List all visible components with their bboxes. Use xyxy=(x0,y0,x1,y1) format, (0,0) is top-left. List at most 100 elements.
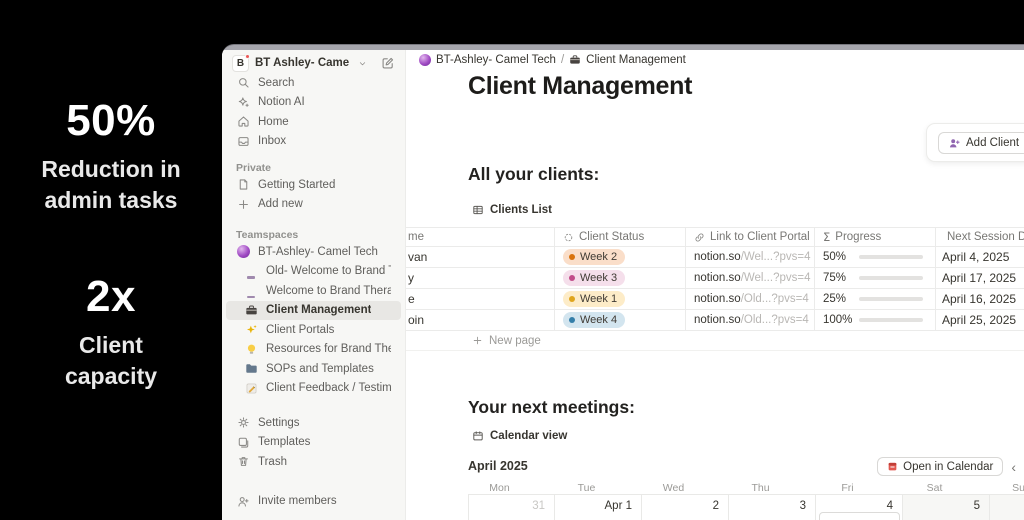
stat-client-capacity: 2x Client capacity xyxy=(0,272,222,392)
main-content: BT-Ashley- Camel Tech / Client Managemen… xyxy=(406,50,1024,520)
cell-next-session[interactable]: April 4, 2025 xyxy=(935,247,1024,267)
sidebar-item-trash[interactable]: Trash xyxy=(226,452,401,472)
cell-name[interactable]: van xyxy=(408,250,428,264)
calendar-cell-sat[interactable]: 5 xyxy=(903,495,990,520)
calendar-icon xyxy=(473,431,483,441)
sidebar-item-client-portals[interactable]: Client Portals xyxy=(226,320,401,340)
cell-status[interactable]: Week 3 xyxy=(554,268,685,288)
column-header-client-status[interactable]: Client Status xyxy=(554,228,685,246)
sidebar-item-resources[interactable]: Resources for Brand Therapy xyxy=(226,340,401,360)
calendar-cell-sun[interactable] xyxy=(990,495,1024,520)
badge-dot xyxy=(569,254,575,260)
stat-value: 50% xyxy=(66,96,156,145)
calendar-event[interactable] xyxy=(819,512,900,520)
calendar-cell-fri[interactable]: 4 xyxy=(816,495,903,520)
calendar-cell-wed[interactable]: 2 xyxy=(642,495,729,520)
calendar-cell-thu[interactable]: 3 xyxy=(729,495,816,520)
breadcrumb-workspace[interactable]: BT-Ashley- Camel Tech xyxy=(436,54,556,66)
workspace-sphere-icon xyxy=(419,54,431,66)
calendar-prev-button[interactable]: ‹ xyxy=(1011,458,1016,475)
calendar-view-tab[interactable]: Calendar view xyxy=(472,430,567,442)
cell-next-session[interactable]: April 16, 2025 xyxy=(935,289,1024,309)
day-header: Thu xyxy=(751,482,770,494)
status-badge: Week 3 xyxy=(563,270,626,286)
sidebar-item-sops-templates[interactable]: SOPs and Templates xyxy=(226,359,401,379)
table-header-row: me Client Status Link to Client Portal Σ… xyxy=(406,227,1024,247)
day-header: Fri xyxy=(841,482,854,494)
sidebar-item-client-feedback[interactable]: Client Feedback / Testimonials xyxy=(226,379,401,399)
crystal-ball-icon xyxy=(244,284,258,299)
sidebar-item-search[interactable]: Search xyxy=(226,73,401,93)
workspace-switcher[interactable]: B BT Ashley- Camel T... xyxy=(222,53,405,73)
new-page-button[interactable]: New page xyxy=(406,331,1024,351)
sidebar-item-label: Resources for Brand Therapy xyxy=(266,343,391,356)
search-icon xyxy=(236,76,250,90)
cell-next-session[interactable]: April 25, 2025 xyxy=(935,310,1024,330)
cell-status[interactable]: Week 2 xyxy=(554,247,685,267)
sidebar-item-add-new[interactable]: Add new xyxy=(226,195,401,215)
sidebar-item-label: Inbox xyxy=(258,135,287,148)
cell-progress[interactable]: 100% xyxy=(814,310,935,330)
progress-track xyxy=(859,297,923,301)
sidebar-item-settings[interactable]: Settings xyxy=(226,413,401,433)
add-client-button[interactable]: Add Client xyxy=(938,132,1024,154)
open-in-calendar-button[interactable]: Open in Calendar xyxy=(877,457,1004,476)
calendar-cell-tue[interactable]: Apr 1 xyxy=(555,495,642,520)
breadcrumb-page[interactable]: Client Management xyxy=(586,54,686,66)
table-row: y Week 3 notion.so/Wel...?pvs=4 75% Apri… xyxy=(406,268,1024,289)
workspace-initial: B xyxy=(236,57,245,69)
stat-label: Reduction in admin tasks xyxy=(41,156,181,213)
cell-progress[interactable]: 25% xyxy=(814,289,935,309)
cell-name[interactable]: e xyxy=(408,292,415,306)
plus-icon xyxy=(236,197,250,211)
sidebar-item-welcome[interactable]: Welcome to Brand Therapy, [clie... xyxy=(226,281,401,301)
cell-status[interactable]: Week 4 xyxy=(554,310,685,330)
calendar-day-headers: Mon Tue Wed Thu Fri Sat Sun xyxy=(468,482,1024,494)
status-spinner-icon xyxy=(564,233,573,241)
sidebar-item-old-welcome[interactable]: Old- Welcome to Brand Therapy,... xyxy=(226,262,401,282)
clients-list-view-tab[interactable]: Clients List xyxy=(472,204,552,216)
sidebar-item-home[interactable]: Home xyxy=(226,112,401,132)
sidebar-item-label: Notion AI xyxy=(258,96,305,109)
calendar-month-label: April 2025 xyxy=(468,459,528,473)
cell-name[interactable]: oin xyxy=(408,313,425,327)
sidebar-item-label: Client Feedback / Testimonials xyxy=(266,382,391,395)
sidebar-item-label: Home xyxy=(258,115,289,128)
sidebar-item-label: Invite members xyxy=(258,495,337,508)
calendar-cell-mon[interactable]: 31 xyxy=(468,495,555,520)
cell-link[interactable]: notion.so/Wel...?pvs=4 xyxy=(685,268,814,288)
cell-name[interactable]: y xyxy=(408,271,414,285)
column-header-next-session[interactable]: Next Session Dat xyxy=(935,228,1024,246)
progress-track xyxy=(859,318,923,322)
day-header: Tue xyxy=(577,482,596,494)
column-header-progress[interactable]: Σ Progress xyxy=(814,228,935,246)
sidebar-item-templates[interactable]: Templates xyxy=(226,433,401,453)
column-header-link[interactable]: Link to Client Portal xyxy=(685,228,814,246)
sidebar-item-invite-members[interactable]: Invite members xyxy=(226,492,401,512)
compose-icon[interactable] xyxy=(381,56,395,70)
sidebar-item-label: Search xyxy=(258,76,295,89)
cell-link[interactable]: notion.so/Old...?pvs=4 xyxy=(685,310,814,330)
sidebar-item-getting-started[interactable]: Getting Started xyxy=(226,175,401,195)
sidebar-item-inbox[interactable]: Inbox xyxy=(226,132,401,152)
status-badge: Week 2 xyxy=(563,249,626,265)
status-badge: Week 1 xyxy=(563,291,626,307)
cell-next-session[interactable]: April 17, 2025 xyxy=(935,268,1024,288)
sidebar-item-client-management[interactable]: Client Management xyxy=(226,300,401,320)
sparkles-yellow-icon xyxy=(244,323,258,337)
sidebar-item-notion-ai[interactable]: Notion AI xyxy=(226,93,401,113)
badge-dot xyxy=(569,296,575,302)
workspace-logo: B xyxy=(232,53,250,72)
sidebar-item-label: Client Portals xyxy=(266,323,335,336)
column-header-name[interactable]: me xyxy=(408,231,424,243)
crystal-ball-icon xyxy=(244,264,258,279)
cell-link[interactable]: notion.so/Old...?pvs=4 xyxy=(685,289,814,309)
sidebar-item-bt-ashley-camel-tech[interactable]: BT-Ashley- Camel Tech xyxy=(226,242,401,262)
cell-link[interactable]: notion.so/Wel...?pvs=4 xyxy=(685,247,814,267)
folder-icon xyxy=(244,362,258,376)
cell-status[interactable]: Week 1 xyxy=(554,289,685,309)
sidebar-item-label: Client Management xyxy=(266,304,372,317)
cell-progress[interactable]: 50% xyxy=(814,247,935,267)
cell-progress[interactable]: 75% xyxy=(814,268,935,288)
calendar-red-icon xyxy=(888,462,897,471)
